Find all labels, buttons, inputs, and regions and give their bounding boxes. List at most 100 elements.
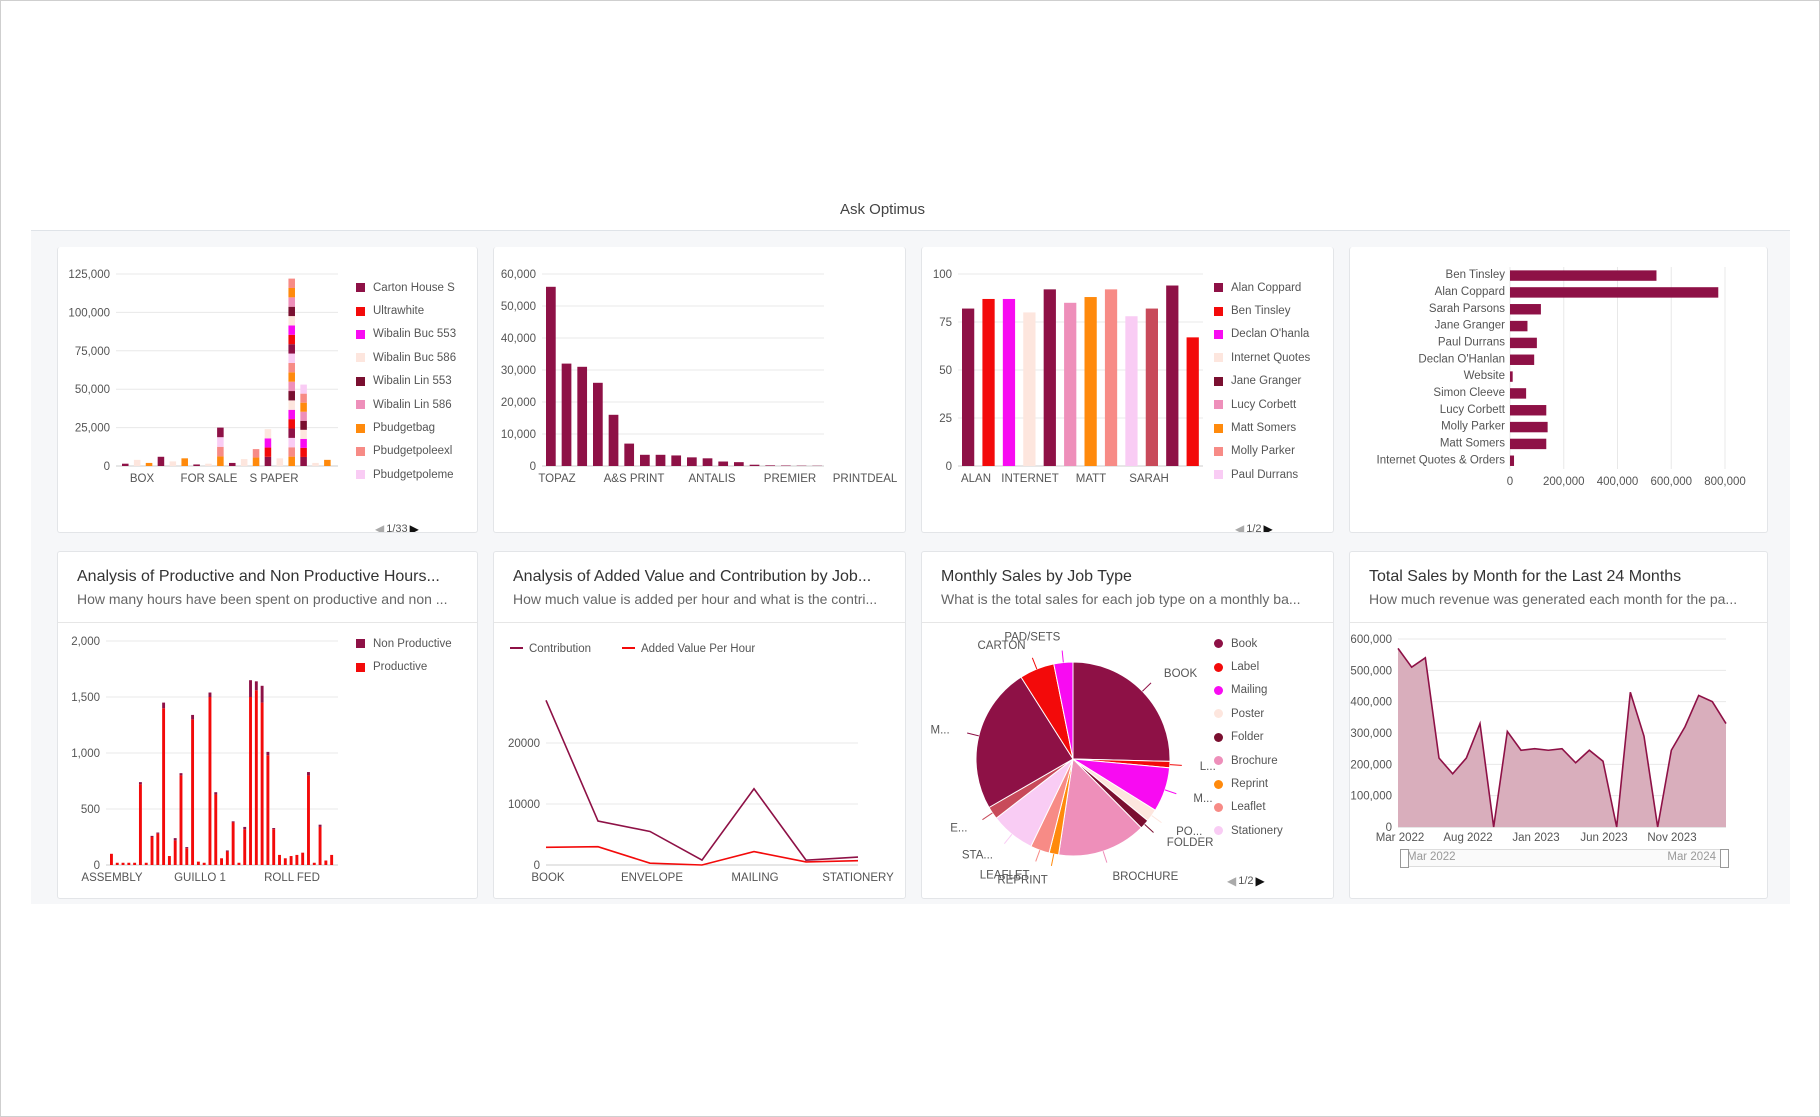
bar (1510, 337, 1537, 349)
bar (702, 458, 713, 466)
area-fill (1398, 648, 1726, 827)
bar-productive (133, 862, 137, 865)
legend-item[interactable]: Non Productive (356, 632, 466, 655)
legend-item[interactable]: Leaflet (1214, 796, 1314, 819)
legend-item[interactable]: Molly Parker (1214, 440, 1310, 463)
legend-item[interactable]: Ultrawhite (356, 299, 456, 322)
legend-item[interactable]: Pbudgetpoleexl (356, 440, 456, 463)
bar-segment (264, 447, 272, 457)
bar-productive (214, 794, 218, 865)
legend-item[interactable]: Wibalin Buc 586 (356, 346, 456, 369)
bar-productive (283, 858, 287, 865)
slider-left-handle[interactable] (1400, 849, 1409, 868)
legend-item[interactable]: Label (1214, 655, 1314, 678)
card-header: Analysis of Productive and Non Productiv… (58, 552, 477, 623)
legend-item[interactable]: Wibalin Lin 586 (356, 393, 456, 416)
legend-label: Jane Granger (1231, 375, 1302, 388)
legend-item[interactable]: Carton House S (356, 276, 456, 299)
legend-item[interactable]: Poster (1214, 702, 1314, 725)
legend-label: Pbudgetpoleexl (373, 445, 453, 458)
y-tick-label: 400,000 (1350, 697, 1392, 709)
bar-productive (301, 852, 305, 865)
bar-segment (288, 287, 295, 298)
bar-productive (225, 851, 229, 865)
bar-segment (217, 446, 224, 457)
legend-swatch (1214, 756, 1223, 766)
bar-segment (288, 306, 295, 317)
bar (624, 443, 635, 466)
y-tick-label: 50,000 (75, 384, 110, 396)
legend-item[interactable]: Book (1214, 632, 1314, 655)
y-tick-label: 600,000 (1350, 634, 1392, 646)
legend-label: Alan Coppard (1231, 281, 1302, 294)
legend-swatch (1214, 353, 1223, 363)
legend-item[interactable]: Stationery (1214, 819, 1314, 842)
bar (1510, 405, 1547, 416)
bar-segment (288, 297, 295, 307)
y-tick-label: 30,000 (501, 365, 536, 377)
bar-productive (162, 708, 166, 865)
category-label: Molly Parker (1441, 421, 1505, 433)
x-tick-label: ROLL FED (264, 872, 320, 884)
bar-non-productive (179, 773, 183, 776)
zoom-slider[interactable]: Mar 2022 Mar 2024 (1400, 849, 1729, 868)
legend-item[interactable]: Jane Granger (1214, 370, 1310, 393)
y-tick-label: 0 (94, 860, 100, 872)
pager-next-icon[interactable]: ▶ (1255, 874, 1265, 888)
legend-item[interactable]: Paul Durrans (1214, 463, 1310, 486)
legend-label: Matt Somers (1231, 422, 1297, 435)
bar (655, 454, 666, 466)
legend-swatch (1214, 685, 1223, 695)
pager-prev-icon[interactable]: ◀ (375, 522, 385, 533)
bar-segment (205, 463, 212, 466)
legend-item[interactable]: Pbudgetbag (356, 416, 456, 439)
legend-item[interactable]: Productive (356, 655, 466, 678)
legend-swatch (356, 423, 365, 433)
legend-item[interactable]: Brochure (1214, 749, 1314, 772)
chart-legend: Non Productive Productive (356, 632, 466, 679)
bar-segment (288, 447, 295, 457)
y-tick-label: 100 (933, 269, 952, 281)
bar-productive (318, 826, 322, 865)
y-tick-label: 20000 (508, 738, 540, 750)
slider-right-handle[interactable] (1720, 849, 1729, 868)
area-line (1397, 647, 1727, 828)
pager-prev-icon[interactable]: ◀ (1227, 874, 1237, 888)
bar-productive (254, 690, 258, 865)
y-tick-label: 10,000 (501, 429, 536, 441)
slice-label: E... (950, 822, 967, 834)
legend-label: Leaflet (1231, 801, 1266, 814)
legend-item[interactable]: Lucy Corbett (1214, 393, 1310, 416)
bar-productive (289, 856, 293, 865)
legend-item[interactable]: Reprint (1214, 772, 1314, 795)
legend-item[interactable]: Folder (1214, 726, 1314, 749)
pager-prev-icon[interactable]: ◀ (1235, 522, 1245, 533)
horizontal-bar-chart: 0 200,000 400,000 600,000 800,000 Ben Tinsley… (1377, 267, 1746, 488)
legend-swatch (356, 376, 365, 386)
legend-item[interactable]: Matt Somers (1214, 416, 1310, 439)
legend-item[interactable]: Declan O'hanlan (1214, 323, 1310, 346)
legend-label: Non Productive (373, 637, 452, 650)
legend-item[interactable]: Ben Tinsley (1214, 299, 1310, 322)
y-tick-label: 20,000 (501, 397, 536, 409)
legend-item[interactable]: Pbudgetpoleme (356, 463, 456, 486)
legend-label: Pbudgetbag (373, 422, 436, 435)
bar-segment (288, 428, 295, 438)
pager-next-icon[interactable]: ▶ (409, 522, 419, 533)
bar-segment (300, 402, 307, 412)
bar-segment (288, 334, 295, 345)
legend-item[interactable]: Alan Coppard (1214, 276, 1310, 299)
legend-item[interactable]: Internet Quotes (1214, 346, 1310, 369)
y-tick-label: 2,000 (71, 636, 100, 648)
bar (1002, 298, 1016, 466)
bar (1084, 297, 1097, 466)
line-chart: 0 10000 20000 BOOK ENVELOPE MAILING STATIONERY… (508, 643, 894, 884)
bar (1510, 455, 1515, 466)
legend-item[interactable]: Wibalin Lin 553 (356, 370, 456, 393)
x-tick-label: Aug 2022 (1443, 832, 1492, 844)
pager-next-icon[interactable]: ▶ (1263, 522, 1273, 533)
legend-item[interactable]: Wibalin Buc 553 (356, 323, 456, 346)
bar-segment (288, 456, 295, 466)
legend-swatch (1214, 662, 1223, 672)
legend-item[interactable]: Mailing (1214, 679, 1314, 702)
